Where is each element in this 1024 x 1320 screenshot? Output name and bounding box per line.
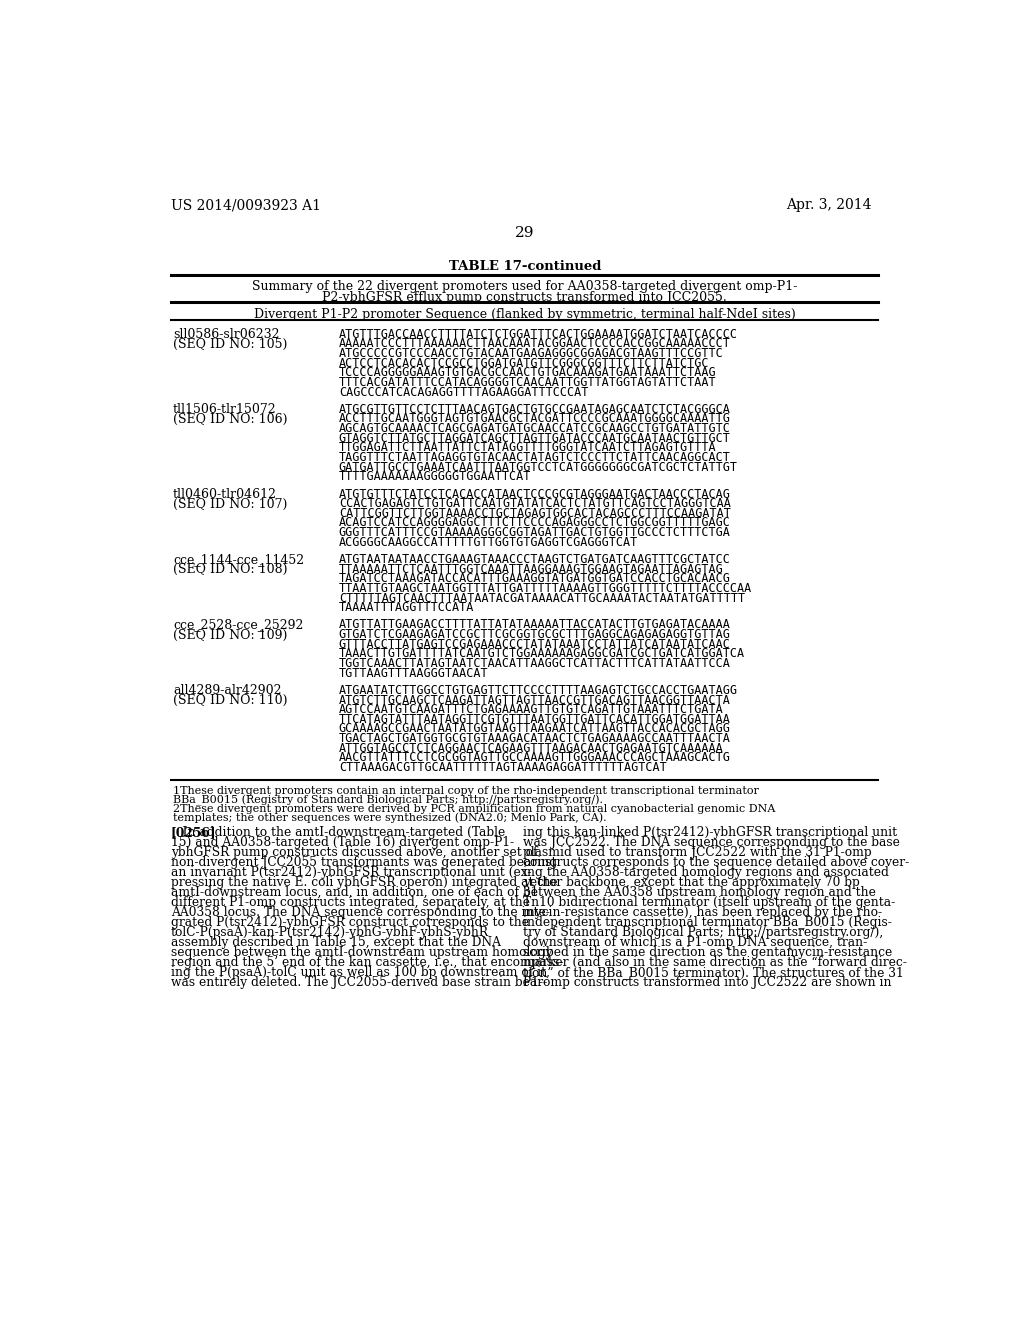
Text: an invariant P(tsr2412)-ybhGFSR transcriptional unit (ex-: an invariant P(tsr2412)-ybhGFSR transcri… — [171, 866, 531, 879]
Text: (SEQ ID NO: 108): (SEQ ID NO: 108) — [173, 564, 288, 576]
Text: CATTCGGTTCTTGGTAAAACCTGCTAGAGTGGCACTACAGCCCTTTCCAAGATAT: CATTCGGTTCTTGGTAAAACCTGCTAGAGTGGCACTACAG… — [339, 507, 731, 520]
Text: assembly described in Table 15, except that the DNA: assembly described in Table 15, except t… — [171, 936, 501, 949]
Text: TABLE 17-continued: TABLE 17-continued — [449, 260, 601, 273]
Text: ATGTGTTTCTATCCTCACACCATAACTCCCGCGTAGGGAATGACTAACCCTACAG: ATGTGTTTCTATCCTCACACCATAACTCCCGCGTAGGGAA… — [339, 487, 731, 500]
Text: 15) and AA0358-targeted (Table 16) divergent omp-P1-: 15) and AA0358-targeted (Table 16) diver… — [171, 836, 514, 849]
Text: tolC-P(psaA)-kan-P(tsr2142)-ybhG-ybhF-ybhS-ybhR: tolC-P(psaA)-kan-P(tsr2142)-ybhG-ybhF-yb… — [171, 927, 488, 939]
Text: ing the AA0358-targeted homology regions and associated: ing the AA0358-targeted homology regions… — [523, 866, 889, 879]
Text: TCCCCAGGGGGAAAGTGTGACGCCAACTGTGACAAAGATGAATAAATTCTAAG: TCCCCAGGGGGAAAGTGTGACGCCAACTGTGACAAAGATG… — [339, 367, 717, 379]
Text: [0256]: [0256] — [171, 826, 216, 840]
Text: sll0586-slr06232: sll0586-slr06232 — [173, 327, 280, 341]
Text: P1-omp constructs transformed into JCC2522 are shown in: P1-omp constructs transformed into JCC25… — [523, 977, 892, 989]
Text: TAAACTTGTGATTTTATCAATGTCTGGAAAAAAGAGGCGATCGCTGATCATGGATCA: TAAACTTGTGATTTTATCAATGTCTGGAAAAAAGAGGCGA… — [339, 647, 744, 660]
Text: (SEQ ID NO: 107): (SEQ ID NO: 107) — [173, 498, 288, 511]
Text: mycin-resistance cassette), has been replaced by the rho-: mycin-resistance cassette), has been rep… — [523, 906, 883, 919]
Text: Tn10 bidirectional terminator (itself upstream of the genta-: Tn10 bidirectional terminator (itself up… — [523, 896, 896, 909]
Text: pressing the native E. coli ybhGFSR operon) integrated at the: pressing the native E. coli ybhGFSR oper… — [171, 876, 557, 890]
Text: ATTGGTAGCCTCTCAGGAACTCAGAAGTTTAAGACAACTGAGAATGTCAAAAAA: ATTGGTAGCCTCTCAGGAACTCAGAAGTTTAAGACAACTG… — [339, 742, 724, 755]
Text: tll1506-tlr15072: tll1506-tlr15072 — [173, 403, 276, 416]
Text: GTTTACCTTATGAGTCCGAGAAACCCTATATAAATCCTATTATCATAATATCAAC: GTTTACCTTATGAGTCCGAGAAACCCTATATAAATCCTAT… — [339, 638, 731, 651]
Text: TTCATAGTATTTAATAGGTTCGTGTTTAATGGTTGATTCACATTGGATGGATTAA: TTCATAGTATTTAATAGGTTCGTGTTTAATGGTTGATTCA… — [339, 713, 731, 726]
Text: CTTTTTAGTCAACTTTAATAATACGATAAAACATTGCAAAATACTAATATGATTTTT: CTTTTTAGTCAACTTTAATAATACGATAAAACATTGCAAA… — [339, 591, 744, 605]
Text: ATGTTATTGAAGACCTTTTATTATATAAAAATTACCATACTTGTGAGATACAAAA: ATGTTATTGAAGACCTTTTATTATATAAAAATTACCATAC… — [339, 619, 731, 631]
Text: all4289-alr42902: all4289-alr42902 — [173, 684, 282, 697]
Text: 29: 29 — [515, 226, 535, 240]
Text: GATGATTGCCTGAAATCAATTTAATGGTCCTCATGGGGGGGCGATCGCTCTATTGT: GATGATTGCCTGAAATCAATTTAATGGTCCTCATGGGGGG… — [339, 461, 738, 474]
Text: ACTCCTCACACACTCCGCCTGGATGATGTTCGGGCGGTTTCTTCTTATCTGC: ACTCCTCACACACTCCGCCTGGATGATGTTCGGGCGGTTT… — [339, 356, 710, 370]
Text: tll0460-tlr04612: tll0460-tlr04612 — [173, 487, 276, 500]
Text: (SEQ ID NO: 110): (SEQ ID NO: 110) — [173, 694, 288, 708]
Text: constructs corresponds to the sequence detailed above cover-: constructs corresponds to the sequence d… — [523, 857, 909, 869]
Text: ACGGGGCAAGGCCATTTTTGTTGGTGTGAGGTCGAGGGTCAT: ACGGGGCAAGGCCATTTTTGTTGGTGTGAGGTCGAGGGTC… — [339, 536, 638, 549]
Text: CCACTGAGAGTCTGTGATTCAATGTATATCACTCTATGTTCAGTCCTAGGGTCAA: CCACTGAGAGTCTGTGATTCAATGTATATCACTCTATGTT… — [339, 498, 731, 511]
Text: TTGGAGATTCTTAATTATTCTATAGGTTTTGGGTATCAATCTTAGAGTGTTTA: TTGGAGATTCTTAATTATTCTATAGGTTTTGGGTATCAAT… — [339, 441, 717, 454]
Text: TAGGTTTCTAATTAGAGGTGTACAACTATAGTCTCCCTTCTATTCAACAGGCACT: TAGGTTTCTAATTAGAGGTGTACAACTATAGTCTCCCTTC… — [339, 451, 731, 465]
Text: TTTTGAAAAAAAGGGGGTGGAATTCAT: TTTTGAAAAAAAGGGGGTGGAATTCAT — [339, 470, 531, 483]
Text: TTAATTGTAAGCTAATGGTTTATTGATTTTTAAAAGTTGGGTTTTTCTTTTACCCCAA: TTAATTGTAAGCTAATGGTTTATTGATTTTTAAAAGTTGG… — [339, 582, 752, 595]
Text: sequence between the amtI-downstream upstream homology: sequence between the amtI-downstream ups… — [171, 946, 552, 960]
Text: try of Standard Biological Parts; http://partsregistry.org/),: try of Standard Biological Parts; http:/… — [523, 927, 884, 939]
Text: cce_1144-cce_11452: cce_1144-cce_11452 — [173, 553, 304, 566]
Text: templates; the other sequences were synthesized (DNA2.0; Menlo Park, CA).: templates; the other sequences were synt… — [173, 812, 606, 822]
Text: ATGTAATAATAACCTGAAAGTAAACCCTAAGTCTGATGATCAAGTTTCGCTATCC: ATGTAATAATAACCTGAAAGTAAACCCTAAGTCTGATGAT… — [339, 553, 731, 566]
Text: Divergent P1-P2 promoter Sequence (flanked by symmetric, terminal half-NdeI site: Divergent P1-P2 promoter Sequence (flank… — [254, 308, 796, 321]
Text: GTGATCTCGAAGAGATCCGCTTCGCGGTGCGCTTTGAGGCAGAGAGAGGTGTTAG: GTGATCTCGAAGAGATCCGCTTCGCGGTGCGCTTTGAGGC… — [339, 628, 731, 642]
Text: non-divergent JCC2055 transformants was generated bearing: non-divergent JCC2055 transformants was … — [171, 857, 557, 869]
Text: 2These divergent promoters were derived by PCR amplification from natural cyanob: 2These divergent promoters were derived … — [173, 804, 775, 813]
Text: Summary of the 22 divergent promoters used for AA0358-targeted divergent omp-P1-: Summary of the 22 divergent promoters us… — [252, 280, 798, 293]
Text: AACGTTATTTCCTCGCGGTAGTTGCCAAAAGTTGGGAAACCCAGCTAAAGCACTG: AACGTTATTTCCTCGCGGTAGTTGCCAAAAGTTGGGAAAC… — [339, 751, 731, 764]
Text: ACCTTTGCAATGGGTAGTGTGAACGCTACGATTCCCCGCAAATGGGGCAAAATTG: ACCTTTGCAATGGGTAGTGTGAACGCTACGATTCCCCGCA… — [339, 412, 731, 425]
Text: AA0358 locus. The DNA sequence corresponding to the inte-: AA0358 locus. The DNA sequence correspon… — [171, 906, 550, 919]
Text: vector backbone, except that the approximately 70 bp: vector backbone, except that the approxi… — [523, 876, 860, 890]
Text: ybhGFSR pump constructs discussed above, another set of: ybhGFSR pump constructs discussed above,… — [171, 846, 538, 859]
Text: GCAAAAGCCGAACTAATATGGTAAGTTAAGAATCATTAAGTTACCACACGCTAGG: GCAAAAGCCGAACTAATATGGTAAGTTAAGAATCATTAAG… — [339, 722, 731, 735]
Text: AGCAGTGCAAAACTCAGCGAGATGATGCAACCATCCGCAAGCCTGTGATATTGTC: AGCAGTGCAAAACTCAGCGAGATGATGCAACCATCCGCAA… — [339, 422, 731, 436]
Text: (SEQ ID NO: 105): (SEQ ID NO: 105) — [173, 338, 288, 351]
Text: ATGTCTTGCAAGCTCAAGATTAGTTAGTTAACCGTTGACAGTTAACGGTTAACTA: ATGTCTTGCAAGCTCAAGATTAGTTAGTTAACCGTTGACA… — [339, 693, 731, 706]
Text: ATGTTTGACCAACCTTTTATCTCTGGATTTCACTGGAAAATGGATCTAATCACCCC: ATGTTTGACCAACCTTTTATCTCTGGATTTCACTGGAAAA… — [339, 327, 738, 341]
Text: different P1-omp constructs integrated, separately, at the: different P1-omp constructs integrated, … — [171, 896, 529, 909]
Text: TTTCACGATATTTCCATACAGGGGTCAACAATTGGTTATGGTAGTATTCTAAT: TTTCACGATATTTCCATACAGGGGTCAACAATTGGTTATG… — [339, 376, 717, 389]
Text: ACAGTCCATCCAGGGGAGGCTTTCTTCCCCAGAGGGCCTCTGGCGGTTTTTGAGC: ACAGTCCATCCAGGGGAGGCTTTCTTCCCCAGAGGGCCTC… — [339, 516, 731, 529]
Text: TAGATCCTAAAGATACCACATTTGAAAGGTATGATGGTGATCCACCTGCACAACG: TAGATCCTAAAGATACCACATTTGAAAGGTATGATGGTGA… — [339, 573, 731, 585]
Text: P2-ybhGFSR efflux pump constructs transformed into JCC2055.: P2-ybhGFSR efflux pump constructs transf… — [323, 290, 727, 304]
Text: In addition to the amtI-downstream-targeted (Table: In addition to the amtI-downstream-targe… — [171, 826, 505, 840]
Text: AGTCCAATGTCAAGATTTCTGAGAAAAGTTGTGTCAGATTGTAAATTTCTGATA: AGTCCAATGTCAAGATTTCTGAGAAAAGTTGTGTCAGATT… — [339, 704, 724, 717]
Text: TTAAAAATTCTCAATTTGGTCAAATTAAGGAAAGTGGAAGTAGAATTAGAGTAG: TTAAAAATTCTCAATTTGGTCAAATTAAGGAAAGTGGAAG… — [339, 562, 724, 576]
Text: (SEQ ID NO: 109): (SEQ ID NO: 109) — [173, 628, 288, 642]
Text: CTTAAAGACGTTGCAATTTTTTAGTAAAAGAGGATTTTTTAGTCAT: CTTAAAGACGTTGCAATTTTTTAGTAAAAGAGGATTTTTT… — [339, 760, 667, 774]
Text: marker (and also in the same direction as the “forward direc-: marker (and also in the same direction a… — [523, 956, 907, 969]
Text: region and the 5’ end of the kan cassette, i.e., that encompass-: region and the 5’ end of the kan cassett… — [171, 956, 563, 969]
Text: ing this kan-linked P(tsr2412)-ybhGFSR transcriptional unit: ing this kan-linked P(tsr2412)-ybhGFSR t… — [523, 826, 897, 840]
Text: GTAGGTCTTATGCTTAGGATCAGCTTAGTTGATACCCAATGCAATAACTGTTGCT: GTAGGTCTTATGCTTAGGATCAGCTTAGTTGATACCCAAT… — [339, 432, 731, 445]
Text: ATGAATATCTTGGCCTGTGAGTTCTTCCCCTTTTAAGAGTCTGCCACCTGAATAGG: ATGAATATCTTGGCCTGTGAGTTCTTCCCCTTTTAAGAGT… — [339, 684, 738, 697]
Text: independent transcriptional terminator BBa_B0015 (Regis-: independent transcriptional terminator B… — [523, 916, 892, 929]
Text: TGGTCAAACTTATAGTAATCTAACATTAAGGCTCATTACTTTCATTATAATTCCA: TGGTCAAACTTATAGTAATCTAACATTAAGGCTCATTACT… — [339, 657, 731, 671]
Text: US 2014/0093923 A1: US 2014/0093923 A1 — [171, 198, 321, 213]
Text: CAGCCCATCACAGAGGTTTTAGAAGGATTTCCCAT: CAGCCCATCACAGAGGTTTTAGAAGGATTTCCCAT — [339, 385, 588, 399]
Text: ATGCGTTGTTCCTCTTTAACAGTGACTGTGCCGAATAGAGCAATCTCTACGGGCA: ATGCGTTGTTCCTCTTTAACAGTGACTGTGCCGAATAGAG… — [339, 403, 731, 416]
Text: (SEQ ID NO: 106): (SEQ ID NO: 106) — [173, 413, 288, 426]
Text: plasmid used to transform JCC2522 with the 31 P1-omp: plasmid used to transform JCC2522 with t… — [523, 846, 871, 859]
Text: ing the P(psaA)-tolC unit as well as 100 bp downstream of it,: ing the P(psaA)-tolC unit as well as 100… — [171, 966, 550, 979]
Text: was JCC2522. The DNA sequence corresponding to the base: was JCC2522. The DNA sequence correspond… — [523, 836, 900, 849]
Text: GGGTTTCATTTCCGTAAAAAGGGCGGTAGATTGACTGTGGTTGCCCTCTTTCTGA: GGGTTTCATTTCCGTAAAAAGGGCGGTAGATTGACTGTGG… — [339, 527, 731, 539]
Text: cce_2528-cce_25292: cce_2528-cce_25292 — [173, 619, 303, 631]
Text: TGACTAGCTGATGGTGCGTGTAAAGACATAACTCTGAGAAAAGCCAATTTAACTA: TGACTAGCTGATGGTGCGTGTAAAGACATAACTCTGAGAA… — [339, 733, 731, 744]
Text: Apr. 3, 2014: Apr. 3, 2014 — [786, 198, 872, 213]
Text: TGTTAAGTTTAAGGGTAACAT: TGTTAAGTTTAAGGGTAACAT — [339, 667, 488, 680]
Text: TAAAATTTAGGTTTCCATA: TAAAATTTAGGTTTCCATA — [339, 601, 474, 614]
Text: tion” of the BBa_B0015 terminator). The structures of the 31: tion” of the BBa_B0015 terminator). The … — [523, 966, 904, 979]
Text: grated P(tsr2412)-ybhGFSR construct corresponds to the: grated P(tsr2412)-ybhGFSR construct corr… — [171, 916, 528, 929]
Text: AAAAATCCCTTTAAAAAACTTAACAAATACGGAACTCCCCACCGGCAAAAACCCT: AAAAATCCCTTTAAAAAACTTAACAAATACGGAACTCCCC… — [339, 338, 731, 350]
Text: was entirely deleted. The JCC2055-derived base strain bear-: was entirely deleted. The JCC2055-derive… — [171, 977, 547, 989]
Text: downstream of which is a P1-omp DNA sequence, tran-: downstream of which is a P1-omp DNA sequ… — [523, 936, 867, 949]
Text: 1These divergent promoters contain an internal copy of the rho-independent trans: 1These divergent promoters contain an in… — [173, 785, 759, 796]
Text: between the AA0358 upstream homology region and the: between the AA0358 upstream homology reg… — [523, 886, 877, 899]
Text: BBa_B0015 (Registry of Standard Biological Parts; http://partsregistry.org/).: BBa_B0015 (Registry of Standard Biologic… — [173, 795, 603, 805]
Text: ATGCCCCCGTCCCAACCTGTACAATGAAGAGGGCGGAGACGTAAGTTTCCGTTC: ATGCCCCCGTCCCAACCTGTACAATGAAGAGGGCGGAGAC… — [339, 347, 724, 360]
Text: amtI-downstream locus, and, in addition, one of each of 31: amtI-downstream locus, and, in addition,… — [171, 886, 538, 899]
Text: scribed in the same direction as the gentamycin-resistance: scribed in the same direction as the gen… — [523, 946, 893, 960]
